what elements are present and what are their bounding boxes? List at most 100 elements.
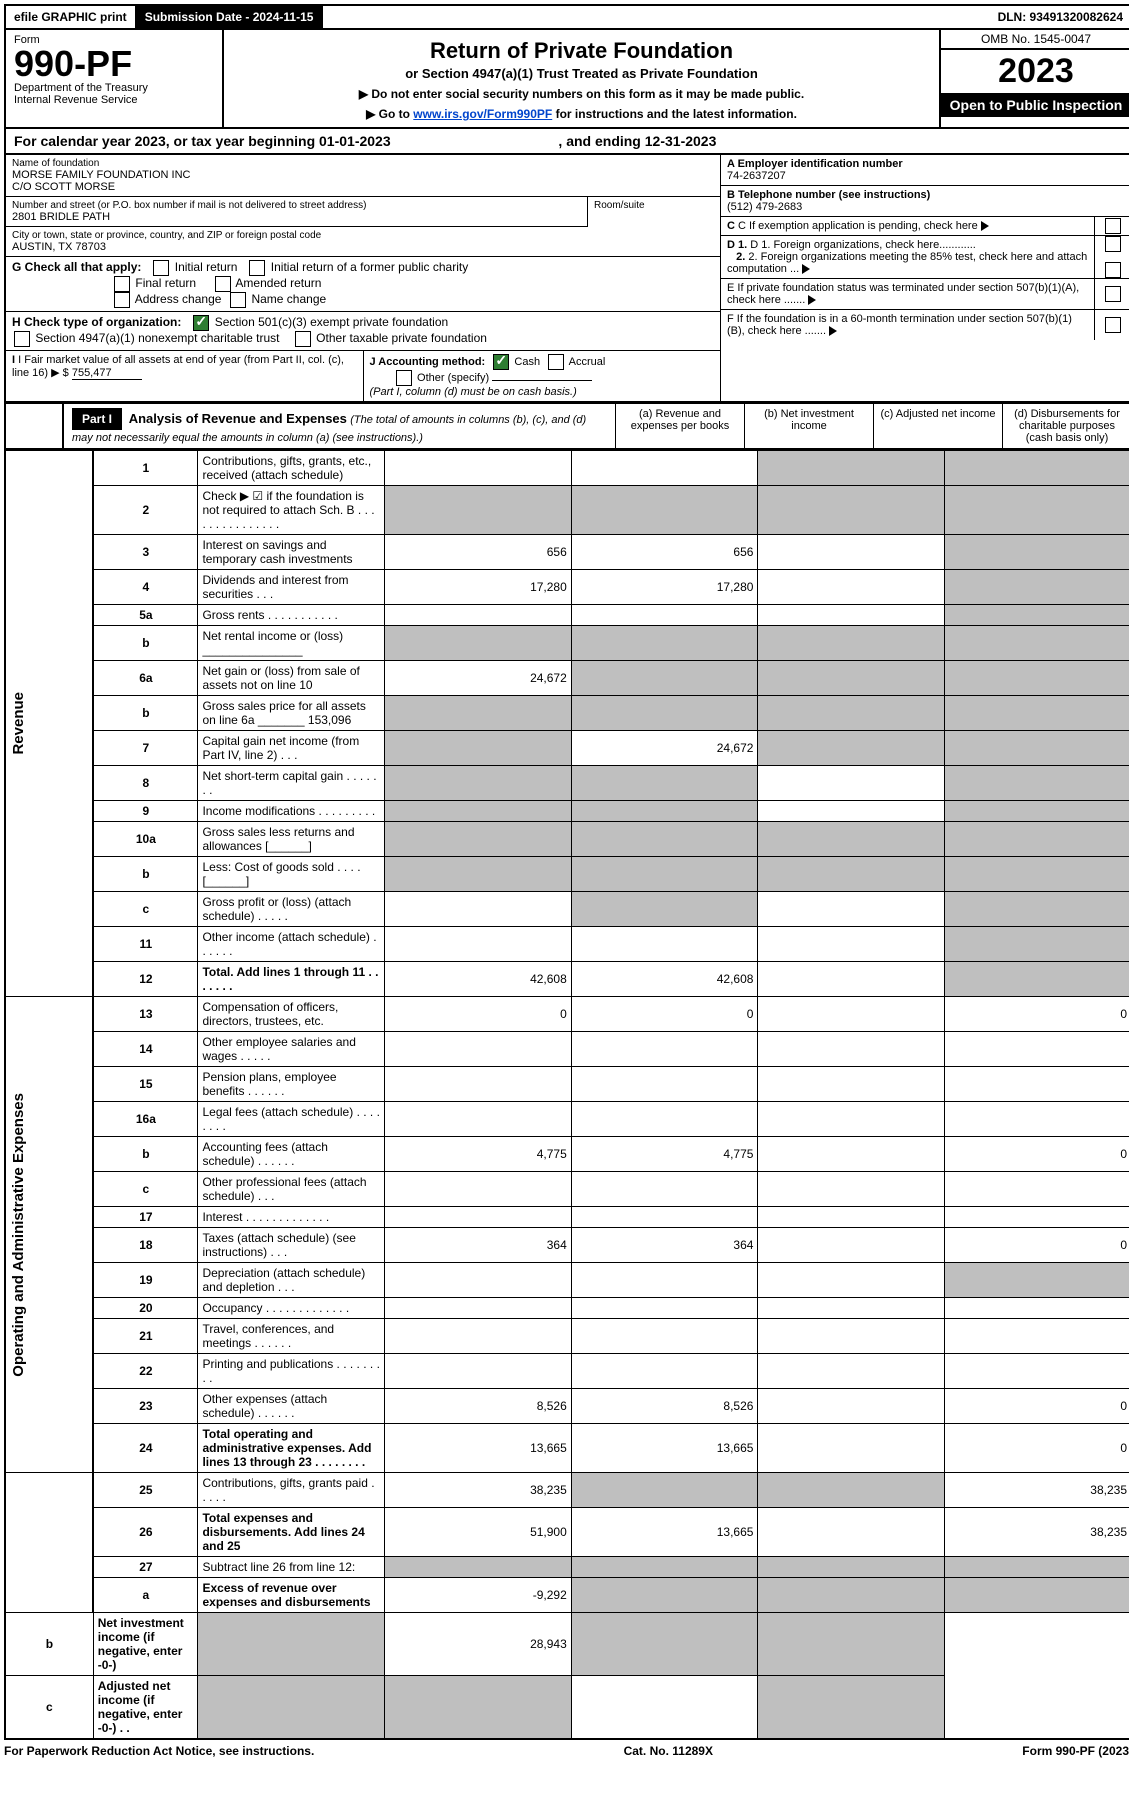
amount-cell: 13,665	[571, 1424, 758, 1473]
amount-cell	[758, 1354, 945, 1389]
other-taxable-checkbox[interactable]	[295, 331, 311, 347]
table-row: Revenue1Contributions, gifts, grants, et…	[5, 451, 1129, 486]
cash-checkbox[interactable]	[493, 354, 509, 370]
amount-cell	[385, 626, 572, 661]
city-state-zip: AUSTIN, TX 78703	[12, 241, 714, 253]
table-row: 21Travel, conferences, and meetings . . …	[5, 1319, 1129, 1354]
initial-public-checkbox[interactable]	[249, 260, 265, 276]
form-instructions-link[interactable]: www.irs.gov/Form990PF	[413, 107, 552, 121]
efile-label[interactable]: efile GRAPHIC print	[6, 6, 137, 28]
amount-cell	[945, 766, 1129, 801]
amended-return-checkbox[interactable]	[215, 276, 231, 292]
col-d-header: (d) Disbursements for charitable purpose…	[1002, 404, 1129, 448]
accrual-checkbox[interactable]	[548, 354, 564, 370]
final-return-checkbox[interactable]	[114, 276, 130, 292]
e-checkbox[interactable]	[1105, 286, 1121, 302]
line-description: Gross profit or (loss) (attach schedule)…	[198, 892, 385, 927]
amount-cell: -9,292	[385, 1578, 572, 1613]
pra-notice: For Paperwork Reduction Act Notice, see …	[4, 1744, 314, 1758]
amount-cell: 38,235	[945, 1508, 1129, 1557]
ij-row: I I Fair market value of all assets at e…	[6, 351, 720, 401]
amount-cell	[571, 1613, 758, 1676]
line-number: 9	[93, 801, 198, 822]
table-row: 23Other expenses (attach schedule) . . .…	[5, 1389, 1129, 1424]
d2-checkbox[interactable]	[1105, 262, 1121, 278]
line-number: 11	[93, 927, 198, 962]
line-number: 8	[93, 766, 198, 801]
line-description: Other professional fees (attach schedule…	[198, 1172, 385, 1207]
line-number: c	[93, 1172, 198, 1207]
table-row: Operating and Administrative Expenses13C…	[5, 997, 1129, 1032]
amount-cell	[758, 451, 945, 486]
header-middle: Return of Private Foundation or Section …	[224, 30, 939, 127]
line-number: 6a	[93, 661, 198, 696]
amount-cell	[571, 605, 758, 626]
top-bar: efile GRAPHIC print Submission Date - 20…	[4, 4, 1129, 30]
f-checkbox[interactable]	[1105, 317, 1121, 333]
amount-cell	[385, 1319, 572, 1354]
amount-cell	[385, 486, 572, 535]
amount-cell: 28,943	[385, 1613, 572, 1676]
revenue-side: Revenue	[5, 451, 93, 997]
amount-cell	[385, 892, 572, 927]
street-address: 2801 BRIDLE PATH	[12, 211, 581, 223]
line-number: 5a	[93, 605, 198, 626]
line-description: Gross rents . . . . . . . . . . .	[198, 605, 385, 626]
table-row: 3Interest on savings and temporary cash …	[5, 535, 1129, 570]
amount-cell	[198, 1676, 385, 1740]
f-label: F If the foundation is in a 60-month ter…	[727, 313, 1072, 337]
amount-cell	[385, 1557, 572, 1578]
amount-cell	[945, 1207, 1129, 1228]
g-initial: Initial return	[175, 260, 238, 274]
amount-cell	[945, 731, 1129, 766]
amount-cell	[945, 570, 1129, 605]
amount-cell	[385, 1102, 572, 1137]
table-row: 5aGross rents . . . . . . . . . . .	[5, 605, 1129, 626]
amount-cell	[571, 801, 758, 822]
d1-checkbox[interactable]	[1105, 236, 1121, 252]
table-row: 25Contributions, gifts, grants paid . . …	[5, 1473, 1129, 1508]
line-description: Check ▶ ☑ if the foundation is not requi…	[198, 486, 385, 535]
foundation-co: C/O SCOTT MORSE	[12, 181, 714, 193]
amount-cell	[758, 1557, 945, 1578]
amount-cell	[385, 731, 572, 766]
amount-cell	[758, 1578, 945, 1613]
open-public-badge: Open to Public Inspection	[941, 93, 1129, 117]
line-description: Net short-term capital gain . . . . . . …	[198, 766, 385, 801]
amount-cell	[758, 486, 945, 535]
4947-checkbox[interactable]	[14, 331, 30, 347]
amount-cell	[571, 1032, 758, 1067]
amount-cell	[385, 857, 572, 892]
amount-cell: 8,526	[385, 1389, 572, 1424]
city-cell: City or town, state or province, country…	[6, 227, 720, 257]
initial-return-checkbox[interactable]	[153, 260, 169, 276]
room-cell: Room/suite	[588, 197, 720, 227]
address-change-checkbox[interactable]	[114, 292, 130, 308]
amount-cell	[571, 1319, 758, 1354]
501c3-checkbox[interactable]	[193, 315, 209, 331]
line-number: 19	[93, 1263, 198, 1298]
col-a-header: (a) Revenue and expenses per books	[615, 404, 744, 448]
entity-left: Name of foundation MORSE FAMILY FOUNDATI…	[6, 155, 720, 401]
amount-cell	[758, 1228, 945, 1263]
table-row: bNet rental income or (loss) ___________…	[5, 626, 1129, 661]
foundation-name: MORSE FAMILY FOUNDATION INC	[12, 169, 714, 181]
amount-cell	[758, 1424, 945, 1473]
table-row: 2Check ▶ ☑ if the foundation is not requ…	[5, 486, 1129, 535]
form-number: 990-PF	[14, 46, 214, 82]
name-change-checkbox[interactable]	[230, 292, 246, 308]
line-number: c	[93, 892, 198, 927]
amount-cell: 42,608	[385, 962, 572, 997]
c-checkbox[interactable]	[1105, 218, 1121, 234]
line-description: Compensation of officers, directors, tru…	[198, 997, 385, 1032]
amount-cell: 0	[945, 997, 1129, 1032]
table-row: 12Total. Add lines 1 through 11 . . . . …	[5, 962, 1129, 997]
dln-label: DLN: 93491320082624	[990, 6, 1129, 28]
line-description: Net rental income or (loss) ____________…	[198, 626, 385, 661]
arrow-icon	[981, 221, 989, 231]
amount-cell	[945, 1263, 1129, 1298]
table-row: 27Subtract line 26 from line 12:	[5, 1557, 1129, 1578]
other-method-checkbox[interactable]	[396, 370, 412, 386]
amount-cell: 0	[945, 1424, 1129, 1473]
amount-cell	[758, 1298, 945, 1319]
